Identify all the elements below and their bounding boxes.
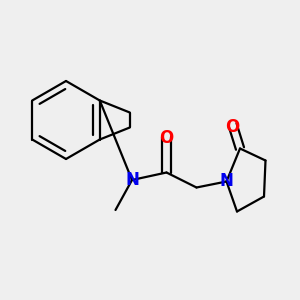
Text: O: O bbox=[225, 118, 240, 136]
Text: O: O bbox=[159, 129, 174, 147]
Text: N: N bbox=[220, 172, 233, 190]
Text: N: N bbox=[125, 171, 139, 189]
